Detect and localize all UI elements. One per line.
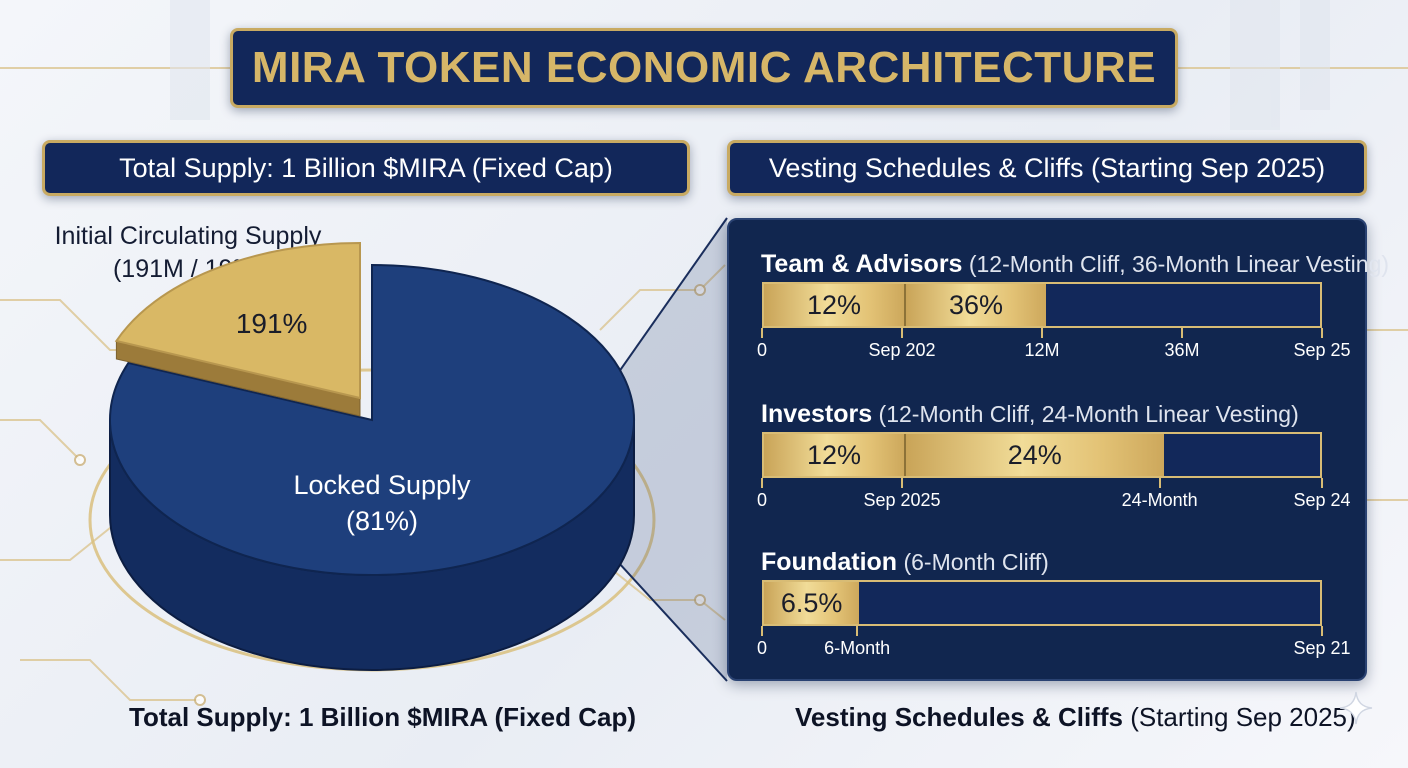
schedule-title: Foundation (6-Month Cliff) — [761, 548, 1049, 577]
vesting-tick-label: 24-Month — [1121, 490, 1198, 510]
bottom-vesting-bold: Vesting Schedules & Cliffs — [795, 702, 1123, 732]
vesting-header-label: Vesting Schedules & Cliffs (Starting Sep… — [768, 152, 1326, 183]
vesting-tick — [856, 626, 859, 636]
vesting-bar: 12% 36% — [762, 282, 1322, 328]
vesting-segment: 6.5% — [764, 582, 860, 624]
vesting-tick — [1321, 328, 1323, 338]
vesting-tick — [1158, 478, 1161, 488]
schedule-detail: (6-Month Cliff) — [897, 549, 1049, 575]
schedule-name: Team & Advisors — [761, 250, 963, 278]
schedule-detail: (12-Month Cliff, 24-Month Linear Vesting… — [872, 401, 1299, 427]
vesting-segment: 24% — [904, 434, 1164, 476]
bottom-vesting-caption: Vesting Schedules & Cliffs (Starting Sep… — [795, 702, 1356, 733]
bottom-vesting-rest: (Starting Sep 2025) — [1122, 702, 1356, 732]
supply-header-label: Total Supply: 1 Billion $MIRA (Fixed Cap… — [119, 152, 613, 183]
schedule-detail: (12-Month Cliff, 36-Month Linear Vesting… — [962, 251, 1390, 277]
vesting-tick-label: 0 — [756, 638, 768, 658]
vesting-tick-label: 6-Month — [824, 638, 891, 658]
vesting-tick-label: Sep 202 — [868, 340, 936, 360]
vesting-segment: 12% — [764, 284, 904, 326]
vesting-tick — [1321, 478, 1323, 488]
vesting-tick-label: Sep 25 — [1293, 340, 1351, 360]
vesting-tick-label: Sep 2025 — [863, 490, 941, 510]
supply-header: Total Supply: 1 Billion $MIRA (Fixed Cap… — [42, 140, 690, 196]
schedule-name: Investors — [761, 400, 873, 428]
vesting-tick — [901, 478, 903, 488]
callout-line-1: Initial Circulating Supply — [54, 222, 322, 250]
schedule-name: Foundation — [761, 548, 898, 576]
vesting-tick-label: 0 — [756, 340, 768, 360]
vesting-tick — [1321, 626, 1323, 636]
vesting-header: Vesting Schedules & Cliffs (Starting Sep… — [727, 140, 1367, 196]
vesting-segment: 12% — [764, 434, 904, 476]
vesting-segment: 36% — [904, 284, 1046, 326]
vesting-tick — [1181, 328, 1183, 338]
vesting-tick — [761, 478, 763, 488]
vesting-bar: 6.5% — [762, 580, 1322, 626]
callout-line-2: (191M / 19%) — [112, 255, 264, 283]
vesting-panel: Team & Advisors (12-Month Cliff, 36-Mont… — [727, 218, 1389, 681]
vesting-tick-label: Sep 24 — [1293, 490, 1351, 510]
vesting-tick-label: Sep 21 — [1293, 638, 1351, 658]
vesting-tick — [1041, 328, 1043, 338]
vesting-tick-label: 0 — [756, 490, 768, 510]
bottom-supply-caption: Total Supply: 1 Billion $MIRA (Fixed Cap… — [129, 702, 636, 733]
vesting-bar: 12% 24% — [762, 432, 1322, 478]
schedule-title: Team & Advisors (12-Month Cliff, 36-Mont… — [761, 250, 1389, 279]
vesting-tick — [761, 328, 763, 338]
vesting-tick-label: 12M — [1024, 340, 1060, 360]
bottom-supply-text: Total Supply: 1 Billion $MIRA (Fixed Cap… — [129, 702, 637, 732]
vesting-tick-label: 36M — [1164, 340, 1200, 360]
circulating-supply-callout: Initial Circulating Supply (191M / 19%) — [38, 220, 338, 286]
sparkle-icon — [1339, 691, 1373, 725]
vesting-tick — [761, 626, 763, 636]
page-title: MIRA TOKEN ECONOMIC ARCHITECTURE — [251, 43, 1157, 92]
vesting-tick — [901, 328, 903, 338]
title-banner: MIRA TOKEN ECONOMIC ARCHITECTURE — [230, 28, 1178, 108]
schedule-title: Investors (12-Month Cliff, 24-Month Line… — [761, 400, 1299, 429]
